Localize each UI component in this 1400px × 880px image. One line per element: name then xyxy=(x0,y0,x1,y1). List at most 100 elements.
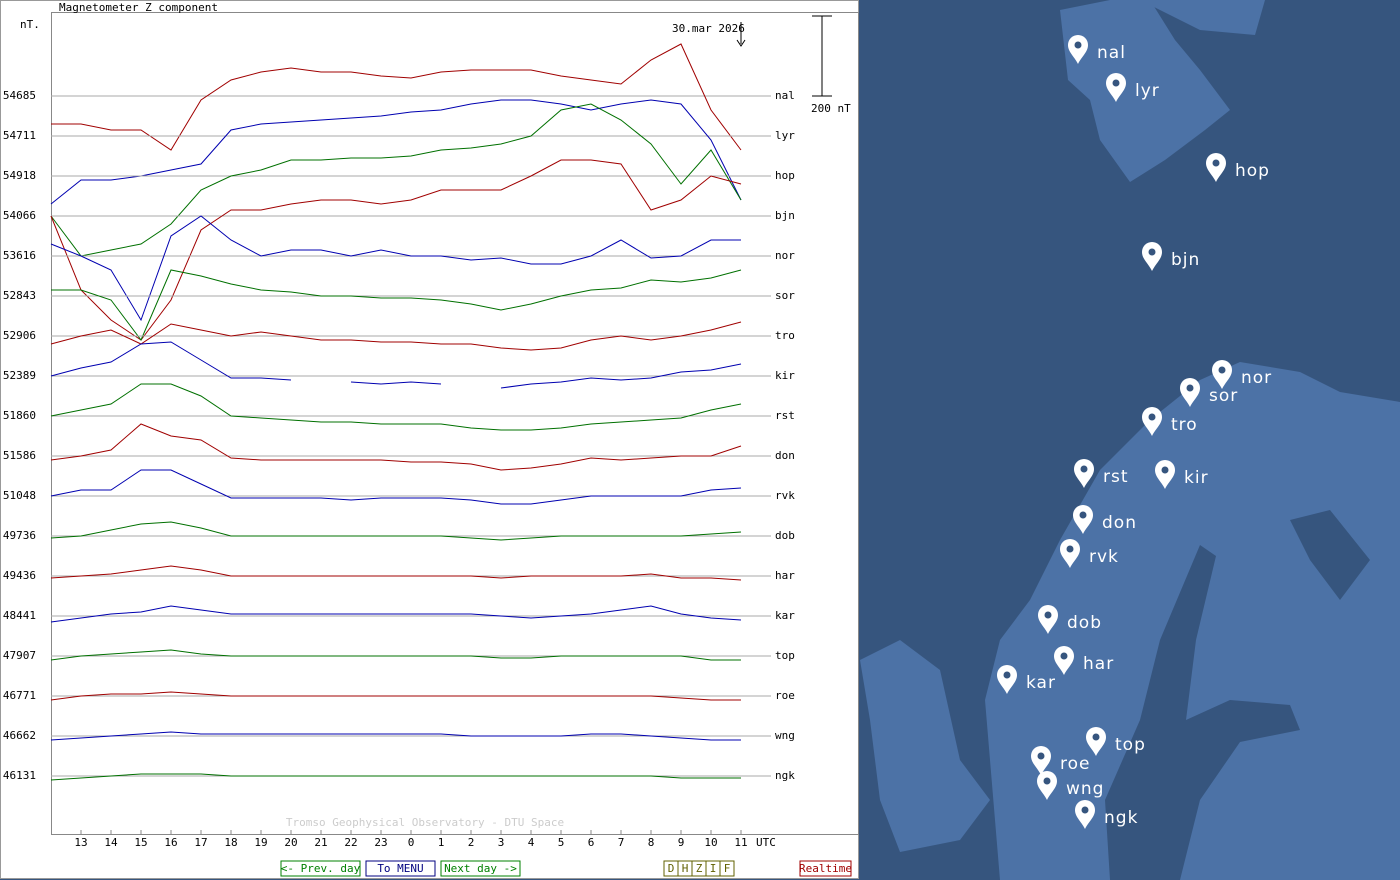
scale-bar-label: 200 nT xyxy=(811,102,851,115)
realtime-button-label[interactable]: Realtime xyxy=(799,862,852,875)
component-button[interactable]: Z xyxy=(691,860,707,877)
component-button[interactable]: F xyxy=(719,860,735,877)
x-tick-label: 23 xyxy=(374,836,387,849)
station-name[interactable]: ngk xyxy=(1104,808,1138,828)
station-pin[interactable] xyxy=(1054,646,1074,675)
menu-button-box[interactable] xyxy=(365,860,436,877)
station-name[interactable]: kar xyxy=(1026,673,1056,693)
station-pin-dot[interactable] xyxy=(1060,652,1068,660)
baseline-label: 46662 xyxy=(3,729,36,742)
station-pin-dot[interactable] xyxy=(1148,413,1156,421)
station-pin-dot[interactable] xyxy=(1066,545,1074,553)
station-name[interactable]: nor xyxy=(1241,368,1272,388)
station-pin[interactable] xyxy=(997,665,1017,694)
station-pin[interactable] xyxy=(1212,360,1232,389)
station-name[interactable]: har xyxy=(1083,654,1114,674)
baseline-label: 54066 xyxy=(3,209,36,222)
station-pin-dot[interactable] xyxy=(1044,611,1052,619)
station-name[interactable]: tro xyxy=(1171,415,1198,435)
trace xyxy=(50,103,742,257)
station-pin[interactable] xyxy=(1073,505,1093,534)
station-pin[interactable] xyxy=(1075,800,1095,829)
station-pin-dot[interactable] xyxy=(1074,41,1082,49)
station-label: dob xyxy=(775,529,795,542)
station-pin[interactable] xyxy=(1180,378,1200,407)
station-pin-dot[interactable] xyxy=(1081,806,1089,814)
prev-day-button-box[interactable] xyxy=(280,860,361,877)
station-pin[interactable] xyxy=(1142,407,1162,436)
station-pin[interactable] xyxy=(1086,727,1106,756)
station-pin-dot[interactable] xyxy=(1003,671,1011,679)
station-label: nal xyxy=(775,89,795,102)
station-pin[interactable] xyxy=(1068,35,1088,64)
station-name[interactable]: nal xyxy=(1097,43,1126,63)
component-button-box[interactable] xyxy=(719,860,735,877)
component-button-label[interactable]: H xyxy=(682,862,689,875)
station-pin-dot[interactable] xyxy=(1161,466,1169,474)
component-button-label[interactable]: I xyxy=(710,862,717,875)
station-pin[interactable] xyxy=(1037,771,1057,800)
station-label: roe xyxy=(775,689,795,702)
realtime-button[interactable]: Realtime xyxy=(799,860,852,877)
station-pin-dot[interactable] xyxy=(1079,511,1087,519)
x-tick-label: 1 xyxy=(438,836,445,849)
component-button[interactable]: H xyxy=(677,860,693,877)
chart-title: Magnetometer Z component xyxy=(59,1,218,14)
station-pin[interactable] xyxy=(1106,73,1126,102)
station-name[interactable]: bjn xyxy=(1171,250,1200,270)
realtime-button-box[interactable] xyxy=(799,860,852,877)
station-name[interactable]: wng xyxy=(1066,779,1104,799)
station-pin-dot[interactable] xyxy=(1043,777,1051,785)
next-day-button[interactable]: Next day -> xyxy=(440,860,521,877)
station-pin[interactable] xyxy=(1038,605,1058,634)
station-pin[interactable] xyxy=(1142,242,1162,271)
station-pin[interactable] xyxy=(1206,153,1226,182)
x-tick-label: 6 xyxy=(588,836,595,849)
baseline-label: 52389 xyxy=(3,369,36,382)
station-pin-dot[interactable] xyxy=(1218,366,1226,374)
station-pin-dot[interactable] xyxy=(1186,384,1194,392)
trace xyxy=(50,383,742,431)
station-pin[interactable] xyxy=(1074,459,1094,488)
next-day-button-label[interactable]: Next day -> xyxy=(444,862,517,875)
component-button-label[interactable]: Z xyxy=(696,862,703,875)
trace xyxy=(50,605,742,623)
component-button-label[interactable]: F xyxy=(724,862,731,875)
prev-day-button-label[interactable]: <- Prev. day xyxy=(281,862,361,875)
component-button[interactable]: I xyxy=(705,860,721,877)
component-button-label[interactable]: D xyxy=(668,862,675,875)
station-pin[interactable] xyxy=(1031,746,1051,775)
station-name[interactable]: rst xyxy=(1103,467,1129,487)
station-name[interactable]: hop xyxy=(1235,161,1270,181)
station-name[interactable]: top xyxy=(1115,735,1146,755)
x-tick-label: 10 xyxy=(704,836,717,849)
station-name[interactable]: rvk xyxy=(1089,547,1119,567)
station-label: nor xyxy=(775,249,795,262)
station-pin-dot[interactable] xyxy=(1112,79,1120,87)
station-name[interactable]: lyr xyxy=(1135,81,1160,101)
station-pin-dot[interactable] xyxy=(1212,159,1220,167)
trace xyxy=(50,649,741,661)
station-name[interactable]: dob xyxy=(1067,613,1102,633)
now-arrow-head xyxy=(736,39,746,47)
station-name[interactable]: kir xyxy=(1184,468,1209,488)
component-button[interactable]: D xyxy=(663,860,679,877)
station-pin-dot[interactable] xyxy=(1037,752,1045,760)
next-day-button-box[interactable] xyxy=(440,860,521,877)
station-name[interactable]: sor xyxy=(1209,386,1238,406)
station-name[interactable]: roe xyxy=(1060,754,1090,774)
station-pin[interactable] xyxy=(1155,460,1175,489)
prev-day-button[interactable]: <- Prev. day xyxy=(280,860,361,877)
station-pin-dot[interactable] xyxy=(1148,248,1156,256)
station-pin[interactable] xyxy=(1060,539,1080,568)
baseline-label: 52843 xyxy=(3,289,36,302)
station-label: har xyxy=(775,569,795,582)
x-tick-label: 17 xyxy=(194,836,207,849)
station-name[interactable]: don xyxy=(1102,513,1137,533)
menu-button-label[interactable]: To MENU xyxy=(377,862,423,875)
baseline-label: 51860 xyxy=(3,409,36,422)
station-pin-dot[interactable] xyxy=(1092,733,1100,741)
menu-button[interactable]: To MENU xyxy=(365,860,436,877)
station-pin-dot[interactable] xyxy=(1080,465,1088,473)
